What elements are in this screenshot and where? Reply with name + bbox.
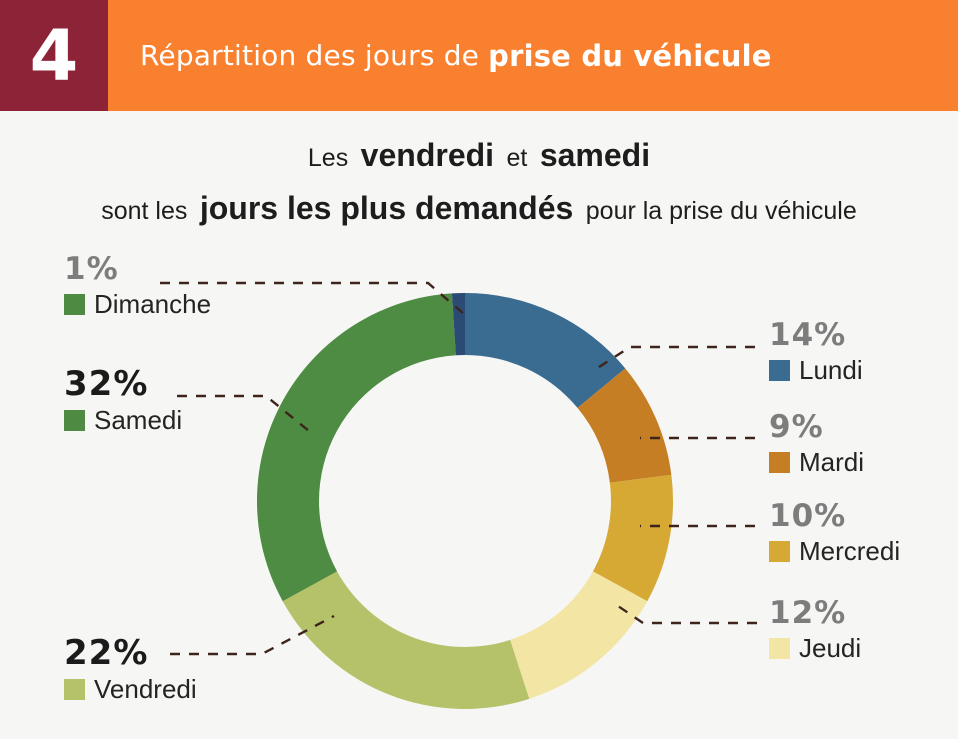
slice-label-vendredi: 22% Vendredi	[64, 635, 197, 702]
day-name: Mercredi	[799, 536, 901, 566]
donut-slice-mardi	[577, 368, 672, 483]
donut-slice-vendredi	[282, 571, 530, 709]
page-title-bold: prise du véhicule	[488, 38, 772, 73]
slice-label-jeudi: 12% Jeudi	[769, 596, 861, 661]
legend-swatch	[769, 637, 790, 659]
donut-slice-lundi	[465, 293, 626, 408]
percent-value: 1%	[64, 251, 119, 287]
day-name: Dimanche	[94, 289, 212, 319]
legend-swatch	[769, 359, 790, 381]
percent-value: 14%	[769, 317, 847, 353]
subtitle-line-2: sont les jours les plus demandés pour la…	[0, 185, 958, 238]
donut-slice-dimanche	[451, 293, 465, 356]
header-band: 4 Répartition des jours de prise du véhi…	[0, 0, 958, 111]
slice-label-dimanche: 1% Dimanche	[64, 252, 211, 317]
section-number: 4	[29, 14, 79, 97]
day-name: Jeudi	[799, 633, 862, 663]
subtitle-highlight: samedi	[539, 137, 651, 173]
slice-label-mardi: 9% Mardi	[769, 410, 864, 475]
header-title-bar: Répartition des jours de prise du véhicu…	[108, 0, 958, 111]
connector-line-dimanche	[160, 281, 465, 315]
connector-line-lundi	[595, 345, 755, 371]
page-title-regular: Répartition des jours de	[140, 39, 480, 72]
percent-value: 32%	[64, 364, 149, 404]
subtitle-text: sont les	[101, 197, 188, 225]
slice-label-mercredi: 10% Mercredi	[769, 499, 900, 564]
legend-swatch	[64, 678, 85, 700]
percent-value: 22%	[64, 633, 149, 673]
day-name: Lundi	[799, 355, 863, 385]
subtitle-highlight: jours les plus demandés	[199, 190, 574, 226]
legend-swatch	[64, 409, 85, 431]
legend-swatch	[769, 540, 790, 562]
subtitle-text: pour la prise du véhicule	[585, 197, 857, 225]
slice-label-lundi: 14% Lundi	[769, 318, 863, 383]
percent-value: 10%	[769, 498, 847, 534]
connector-line-jeudi	[617, 605, 757, 625]
day-name: Mardi	[799, 447, 865, 477]
chart-subtitle: Les vendredi et samedi sont les jours le…	[0, 132, 958, 238]
section-number-box: 4	[0, 0, 108, 111]
slice-label-samedi: 32% Samedi	[64, 366, 182, 433]
subtitle-text: Les	[307, 144, 349, 172]
subtitle-text: et	[506, 144, 528, 172]
donut-slice-jeudi	[510, 571, 648, 699]
day-name: Samedi	[94, 405, 183, 435]
legend-swatch	[64, 293, 85, 315]
legend-swatch	[769, 451, 790, 473]
percent-value: 12%	[769, 595, 847, 631]
day-name: Vendredi	[94, 674, 197, 704]
subtitle-line-1: Les vendredi et samedi	[0, 132, 958, 185]
percent-value: 9%	[769, 409, 824, 445]
donut-slice-mercredi	[592, 474, 673, 602]
subtitle-highlight: vendredi	[360, 137, 495, 173]
donut-slice-samedi	[257, 293, 456, 602]
